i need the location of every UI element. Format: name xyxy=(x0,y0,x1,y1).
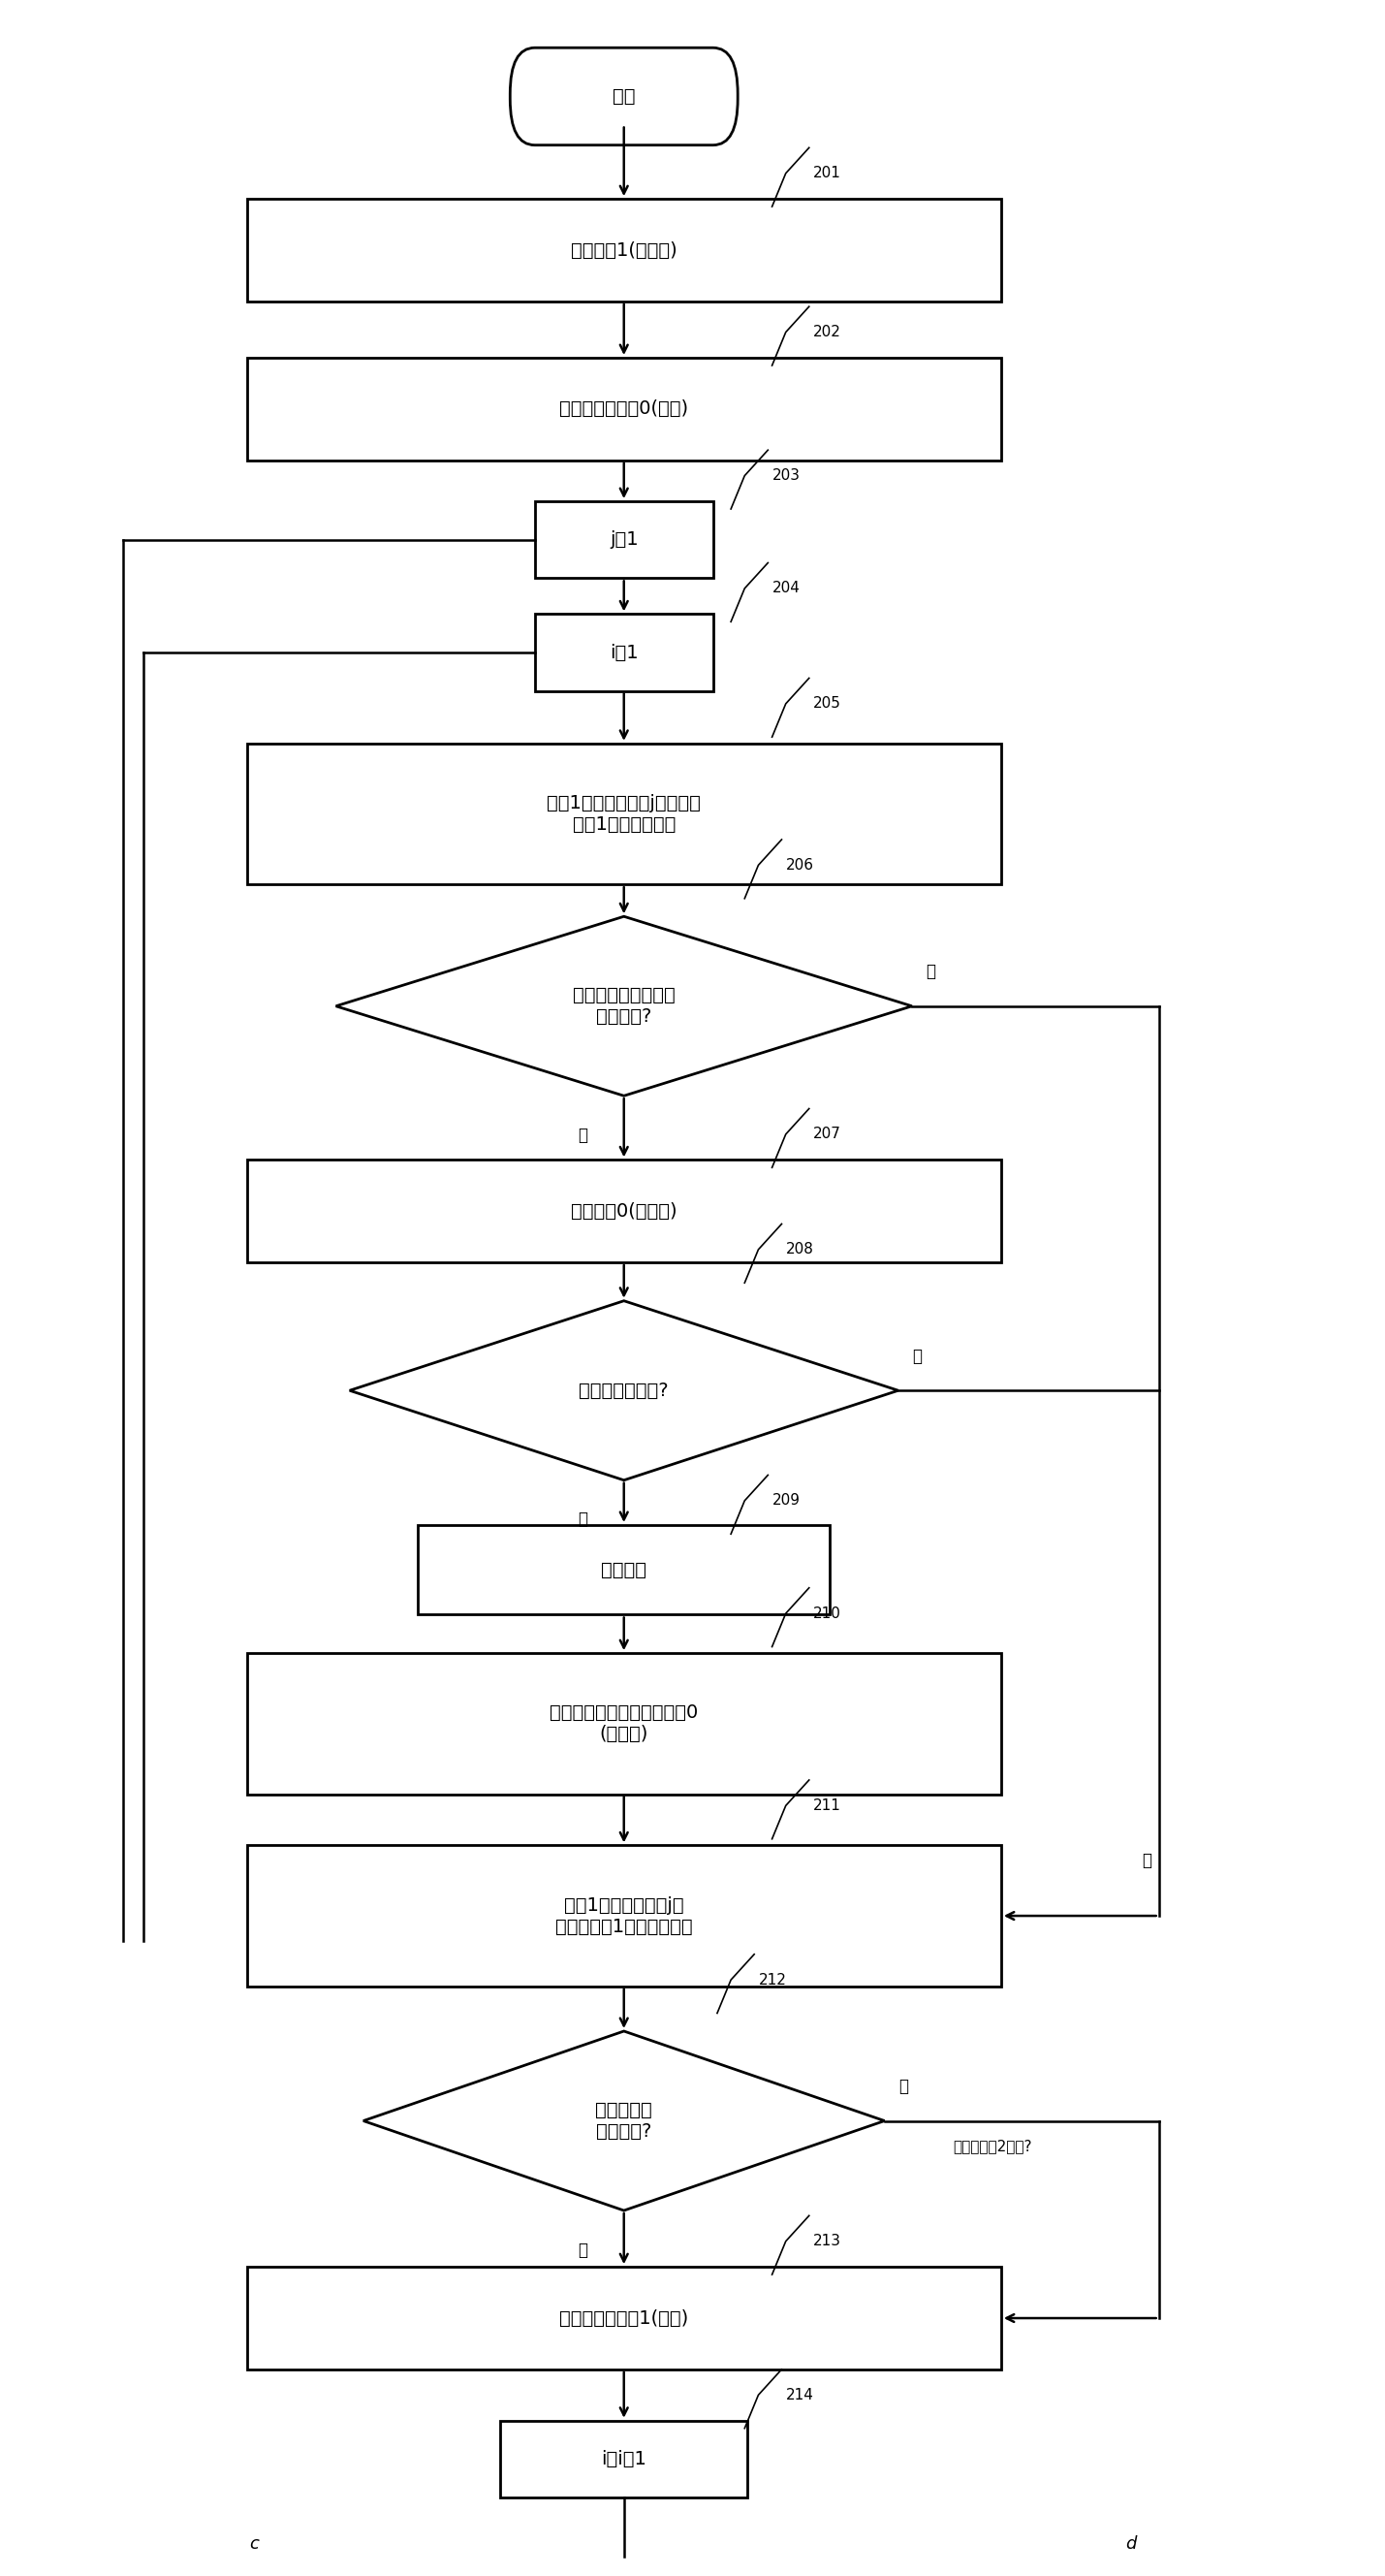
Text: 204: 204 xyxy=(771,582,801,595)
Text: 数据有效性表＝1(有效): 数据有效性表＝1(有效) xyxy=(560,2308,688,2326)
Text: 210: 210 xyxy=(813,1607,841,1620)
Text: 202: 202 xyxy=(813,325,841,340)
Text: 读链接表: 读链接表 xyxy=(601,1561,647,1579)
Text: 链接表的物理块的登录表＝0
(已写入): 链接表的物理块的登录表＝0 (已写入) xyxy=(550,1703,698,1744)
Text: j＝1: j＝1 xyxy=(609,531,638,549)
Text: 206: 206 xyxy=(785,858,814,873)
Text: 201: 201 xyxy=(813,165,841,180)
Text: 有效性标记
是否有效?: 有效性标记 是否有效? xyxy=(596,2102,652,2141)
FancyBboxPatch shape xyxy=(510,49,738,144)
Bar xyxy=(535,502,713,577)
Bar xyxy=(247,2267,1001,2370)
Text: 是: 是 xyxy=(925,963,935,981)
Bar xyxy=(535,613,713,690)
Bar xyxy=(247,198,1001,301)
Text: 读第1物理块群中第j个
物理块的第1个部分逻辑块: 读第1物理块群中第j个 物理块的第1个部分逻辑块 xyxy=(555,1896,692,1935)
Text: 是否具有第2换表?: 是否具有第2换表? xyxy=(953,2138,1032,2154)
Polygon shape xyxy=(363,2030,885,2210)
Text: 是: 是 xyxy=(911,1347,921,1365)
Text: 209: 209 xyxy=(771,1494,801,1507)
Text: 否: 否 xyxy=(1143,1852,1152,1870)
Text: 是: 是 xyxy=(578,2241,587,2259)
Text: 208: 208 xyxy=(785,1242,814,1257)
Bar xyxy=(247,1844,1001,1986)
Text: 207: 207 xyxy=(813,1126,841,1141)
Text: 读第1物理块群中第j个物理块
的第1个部分逻辑块: 读第1物理块群中第j个物理块 的第1个部分逻辑块 xyxy=(547,793,701,835)
Text: 213: 213 xyxy=(813,2233,841,2249)
Bar xyxy=(247,1654,1001,1793)
Text: i＝1: i＝1 xyxy=(609,644,638,662)
Polygon shape xyxy=(349,1301,899,1481)
Text: d: d xyxy=(1126,2535,1137,2553)
Text: 214: 214 xyxy=(785,2388,814,2403)
Text: 205: 205 xyxy=(813,696,841,711)
Polygon shape xyxy=(337,917,911,1095)
Text: i＝i＋1: i＝i＋1 xyxy=(601,2450,647,2468)
Bar xyxy=(500,2421,748,2499)
Text: 登录表＝1(已擦除): 登录表＝1(已擦除) xyxy=(571,242,677,260)
Text: 从始端页判断是否已
擦除的块?: 从始端页判断是否已 擦除的块? xyxy=(572,987,674,1025)
Text: 数据有效性表＝0(无效): 数据有效性表＝0(无效) xyxy=(560,399,688,417)
Text: 203: 203 xyxy=(771,469,801,482)
Bar xyxy=(247,744,1001,884)
Text: 是否具有链接表?: 是否具有链接表? xyxy=(579,1381,669,1399)
Bar xyxy=(247,1159,1001,1262)
Text: 否: 否 xyxy=(578,1512,587,1528)
Text: 开始: 开始 xyxy=(612,88,636,106)
Text: 登录表＝0(已写入): 登录表＝0(已写入) xyxy=(571,1203,677,1221)
Bar xyxy=(247,358,1001,461)
Text: c: c xyxy=(249,2535,259,2553)
Text: 否: 否 xyxy=(578,1126,587,1144)
Text: 否: 否 xyxy=(899,2079,909,2094)
Bar xyxy=(418,1525,830,1615)
Text: 212: 212 xyxy=(759,1973,787,1986)
Text: 211: 211 xyxy=(813,1798,841,1814)
